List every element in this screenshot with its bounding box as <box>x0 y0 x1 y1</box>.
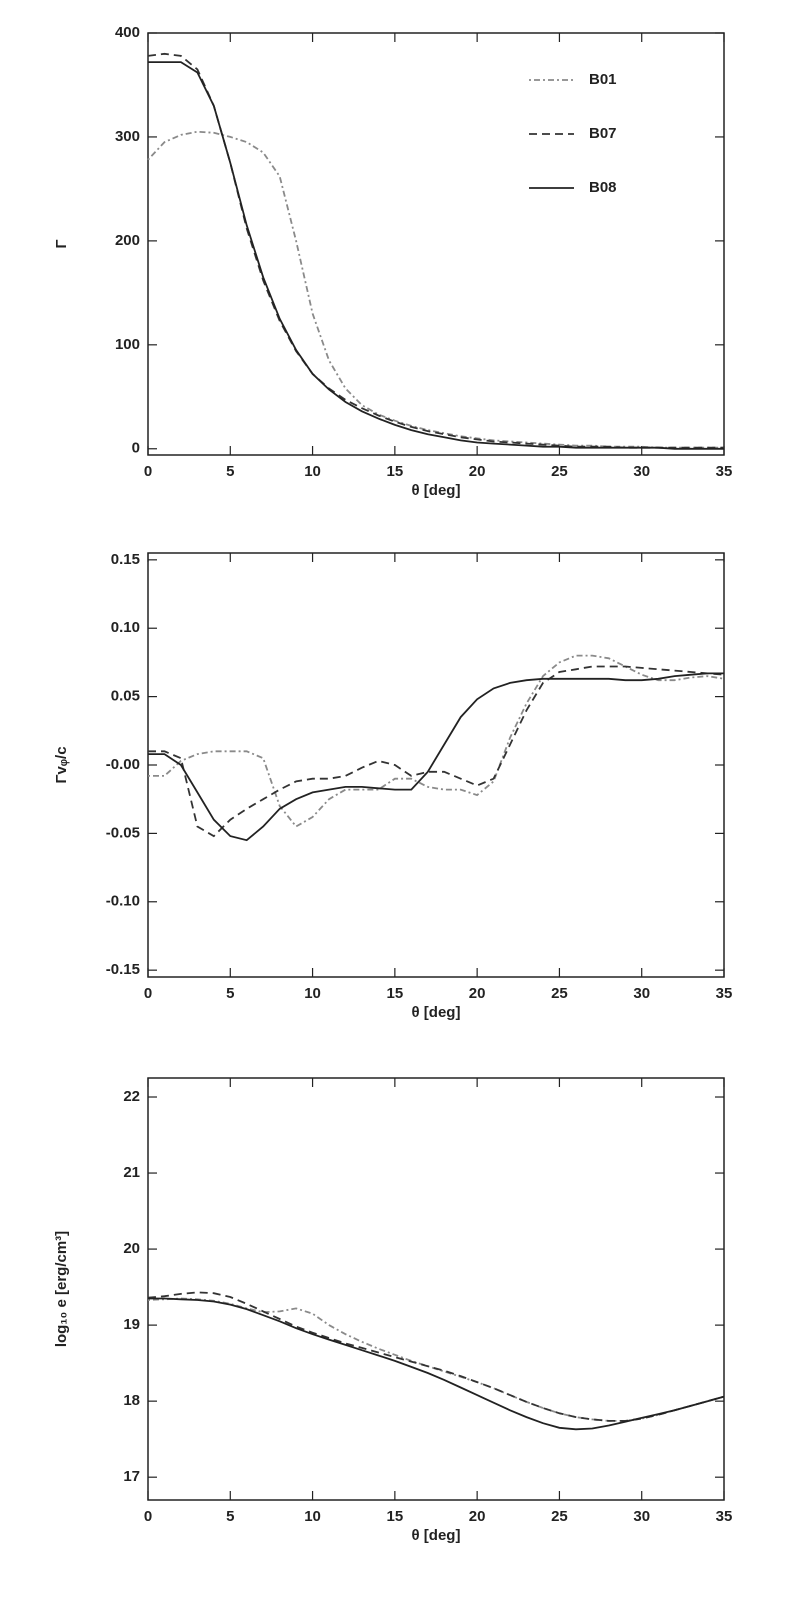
x-tick-label: 25 <box>551 463 568 480</box>
x-tick-label: 30 <box>633 1508 650 1525</box>
x-axis-label: θ [deg] <box>412 482 461 499</box>
x-tick-label: 5 <box>226 1508 234 1525</box>
series-line <box>148 1297 725 1431</box>
series-line <box>147 52 724 449</box>
y-axis-label: Γvᵩ/c <box>53 746 70 783</box>
y-tick-label: 0.05 <box>111 688 140 705</box>
plot-frame <box>147 32 725 456</box>
y-tick-label: 200 <box>115 232 140 249</box>
x-tick-label: 15 <box>387 985 404 1002</box>
series-line <box>147 1297 725 1422</box>
series-line <box>148 672 724 842</box>
y-tick-label: 22 <box>123 1088 140 1105</box>
x-tick-label: 0 <box>144 1508 152 1525</box>
legend-label: B01 <box>589 71 617 88</box>
y-tick-label: 0 <box>132 440 140 457</box>
y-tick-label: -0.00 <box>106 756 140 773</box>
y-tick-label: -0.15 <box>106 961 140 978</box>
plot-frame <box>147 552 725 978</box>
x-tick-label: 15 <box>387 463 404 480</box>
x-tick-label: 20 <box>469 463 486 480</box>
y-tick-label: -0.10 <box>106 893 140 910</box>
x-tick-label: 10 <box>304 985 321 1002</box>
x-tick-label: 0 <box>144 463 152 480</box>
series-line <box>147 130 724 449</box>
y-axis-label: Γ <box>53 239 70 248</box>
x-tick-label: 15 <box>387 1508 404 1525</box>
y-tick-label: 300 <box>115 128 140 145</box>
x-tick-label: 25 <box>551 1508 568 1525</box>
x-tick-label: 20 <box>469 1508 486 1525</box>
x-tick-label: 25 <box>551 985 568 1002</box>
y-tick-label: -0.05 <box>106 824 140 841</box>
plot-frame <box>147 1077 725 1501</box>
x-axis-label: θ [deg] <box>412 1004 461 1021</box>
x-tick-label: 5 <box>226 463 234 480</box>
y-tick-label: 400 <box>115 24 140 41</box>
x-tick-label: 10 <box>304 1508 321 1525</box>
y-tick-label: 0.15 <box>111 551 140 568</box>
x-tick-label: 10 <box>304 463 321 480</box>
x-tick-label: 35 <box>716 463 733 480</box>
y-tick-label: 100 <box>115 336 140 353</box>
y-tick-label: 20 <box>123 1240 140 1257</box>
x-axis-label: θ [deg] <box>412 1527 461 1544</box>
legend-label: B08 <box>589 179 617 196</box>
y-tick-label: 21 <box>123 1164 140 1181</box>
x-tick-label: 30 <box>633 463 650 480</box>
y-axis-label: log₁₀ e [erg/cm³] <box>53 1231 70 1347</box>
y-tick-label: 19 <box>123 1316 140 1333</box>
x-tick-label: 0 <box>144 985 152 1002</box>
series-line <box>148 665 725 838</box>
series-line <box>148 654 725 828</box>
x-tick-label: 5 <box>226 985 234 1002</box>
y-tick-label: 18 <box>123 1392 140 1409</box>
series-line <box>148 61 724 450</box>
y-tick-label: 0.10 <box>111 619 140 636</box>
x-tick-label: 35 <box>716 985 733 1002</box>
x-tick-label: 20 <box>469 985 486 1002</box>
legend-label: B07 <box>589 125 617 142</box>
x-tick-label: 35 <box>716 1508 733 1525</box>
series-line <box>147 1291 725 1422</box>
x-tick-label: 30 <box>633 985 650 1002</box>
y-tick-label: 17 <box>123 1468 140 1485</box>
